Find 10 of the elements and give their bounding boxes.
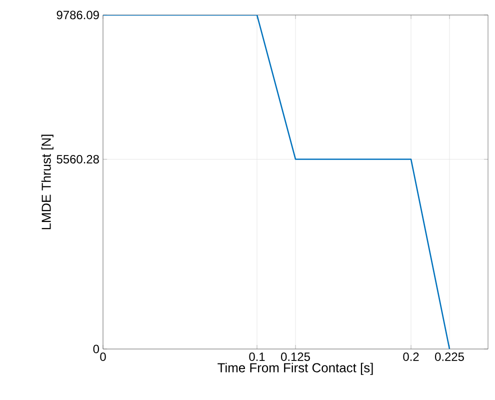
x-axis-title: Time From First Contact [s]	[218, 362, 373, 375]
y-tick-label: 0	[93, 344, 100, 354]
y-tick-label: 5560.28	[56, 155, 99, 164]
y-tick-label: 9786.09	[56, 10, 99, 20]
x-tick-label: 0	[100, 352, 106, 361]
y-axis-title: LMDE Thrust [N]	[41, 134, 54, 230]
x-tick-label: 0.2	[403, 352, 419, 361]
x-tick-label: 0.225	[435, 352, 464, 361]
x-tick-label: 0.125	[281, 352, 310, 361]
x-tick-label: 0.1	[249, 352, 265, 361]
